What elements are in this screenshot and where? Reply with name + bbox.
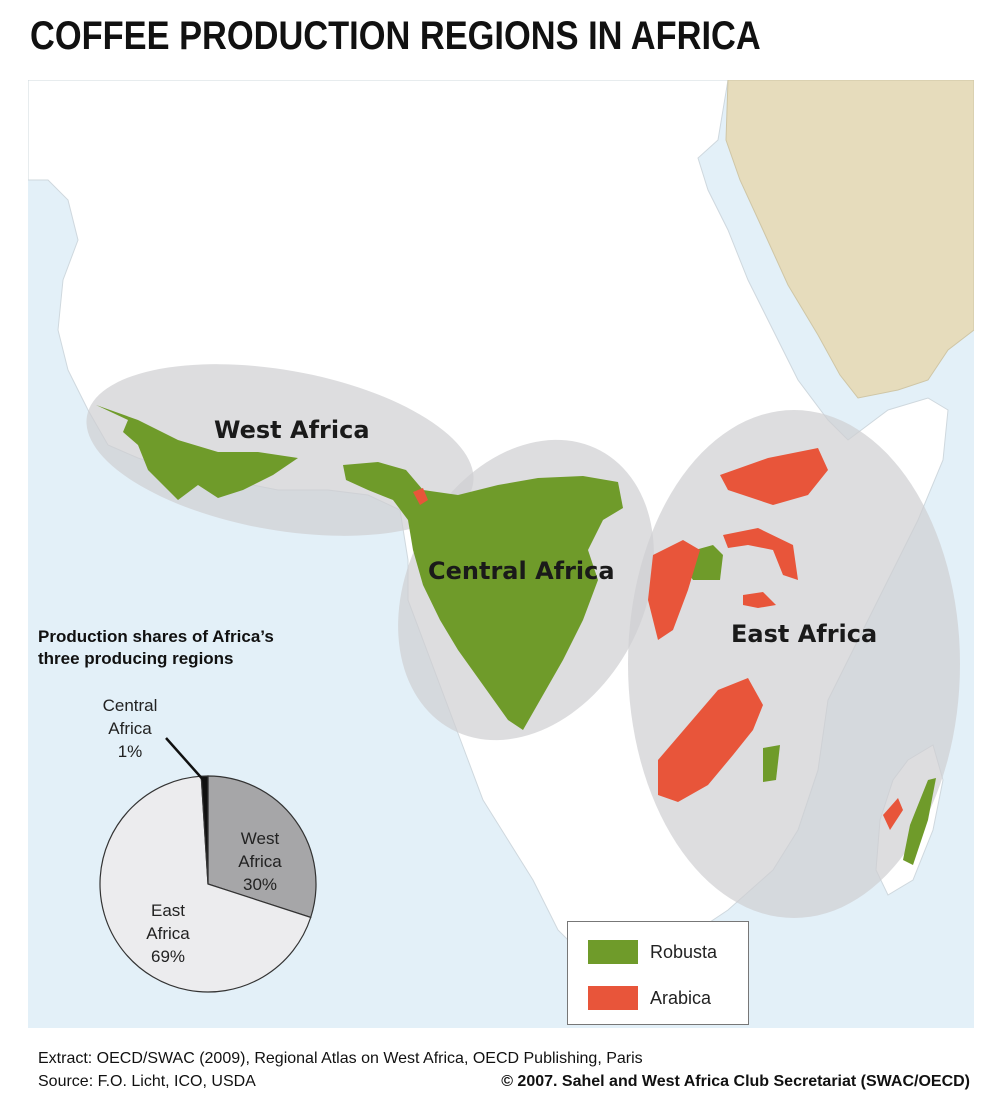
pie-label-west: West Africa 30%: [238, 829, 282, 894]
arabica-swatch: [588, 986, 638, 1010]
page-title: COFFEE PRODUCTION REGIONS IN AFRICA: [30, 14, 761, 58]
arabica-tanzania-small: [743, 592, 776, 608]
map-canvas: [28, 80, 974, 1028]
footer-source: Source: F.O. Licht, ICO, USDA: [38, 1073, 256, 1090]
footer-extract: Extract: OECD/SWAC (2009), Regional Atla…: [38, 1050, 643, 1067]
robusta-swatch: [588, 940, 638, 964]
east-africa-label: East Africa: [731, 620, 878, 648]
robusta-west-africa: [96, 405, 298, 500]
pie-title: Production shares of Africa’s three prod…: [38, 626, 378, 670]
pie-leader-line: [165, 737, 207, 784]
arabica-madagascar: [883, 798, 903, 830]
pie-title-line2: three producing regions: [38, 649, 234, 668]
pie-label-central: Central Africa 1%: [102, 696, 158, 761]
arabica-uganda-congo: [648, 540, 700, 640]
robusta-mozambique: [763, 745, 780, 782]
footer-copyright: © 2007. Sahel and West Africa Club Secre…: [501, 1073, 970, 1090]
arabian-peninsula: [725, 80, 974, 399]
arabica-kenya: [723, 528, 798, 580]
arabica-southern-east: [658, 678, 763, 802]
robusta-central-africa: [343, 462, 623, 730]
map-legend: Robusta Arabica: [567, 921, 749, 1025]
legend-item-arabica: Arabica: [588, 986, 711, 1010]
legend-item-robusta: Robusta: [588, 940, 717, 964]
pie-title-line1: Production shares of Africa’s: [38, 627, 274, 646]
arabica-label: Arabica: [650, 987, 712, 1008]
africa-map: [28, 80, 974, 1028]
pie-slice-east: [99, 775, 312, 993]
pie-label-east: East Africa 69%: [146, 901, 190, 966]
red-sea: [718, 150, 858, 410]
arabica-nigeria-cameroon: [413, 488, 428, 505]
east-africa-ellipse: [628, 410, 960, 918]
pie-chart: [99, 737, 317, 993]
central-africa-label: Central Africa: [428, 557, 615, 585]
pie-slice-west: [207, 775, 317, 919]
west-africa-label: West Africa: [214, 416, 370, 444]
robusta-madagascar: [903, 778, 936, 865]
robusta-label: Robusta: [650, 941, 718, 962]
arabica-ethiopia: [720, 448, 828, 505]
